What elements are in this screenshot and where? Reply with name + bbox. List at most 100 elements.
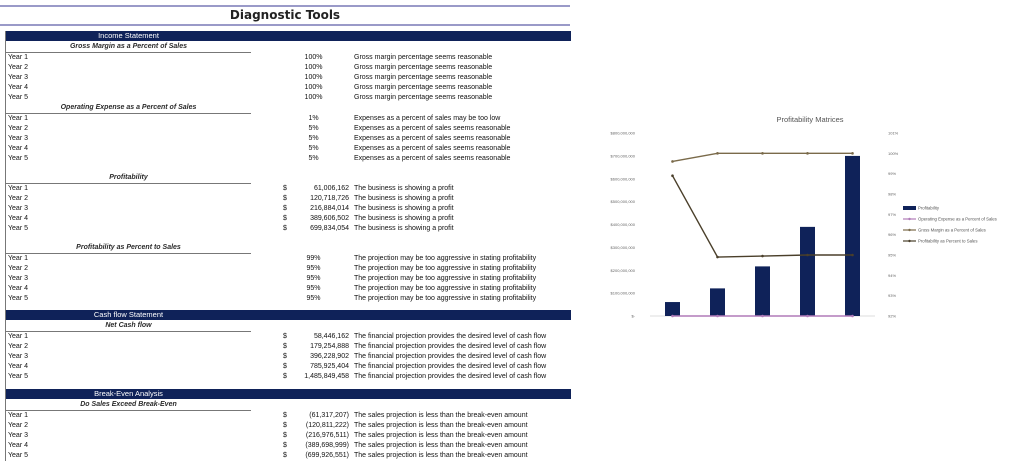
group-underline [6,331,251,332]
row-finding: The projection may be too aggressive in … [354,265,537,272]
row-label: Year 1 [8,255,28,262]
line-point [716,152,719,155]
row-finding: Expenses as a percent of sales may be to… [354,115,501,122]
row-value: 1% [308,115,319,122]
y-right-tick-label: 98% [888,192,896,197]
group-underline [6,410,251,411]
group-underline [6,253,251,254]
currency-symbol: $ [283,422,287,429]
row-finding: The projection may be too aggressive in … [354,295,537,302]
header-findings: Findings [42,330,72,339]
row-finding: The business is showing a profit [354,185,454,192]
header-label: Cash flow Statement [93,310,164,319]
section-header: Cash flow Statement Value Findings [6,310,571,339]
row-label: Year 4 [8,363,28,370]
line-point [806,152,809,155]
title-rule-bottom [0,24,570,26]
bar-profitability [665,302,680,316]
legend-marker [908,217,911,221]
y-right-tick-label: 97% [888,212,896,217]
table-row: Year 4 5% Expenses as a percent of sales s… [6,144,571,154]
row-value: 95% [306,295,321,302]
table-row: Year 1 99% The projection may be too aggre… [6,254,571,264]
table-row: Year 1 100% Gross margin percentage seems … [6,53,571,63]
row-finding: The business is showing a profit [354,205,454,212]
row-value: 699,834,054 [310,225,349,232]
line-point [851,152,854,155]
y-left-tick-label: $800,000,000 [611,131,636,136]
row-value: 1,485,849,458 [304,373,349,380]
row-label: Year 3 [8,432,28,439]
row-value: 95% [306,285,321,292]
y-left-tick-label: $500,000,000 [611,199,636,204]
legend-label: Profitability [918,206,940,211]
row-label: Year 2 [8,343,28,350]
table-row: Year 3 $396,228,902 The financial projecti… [6,352,571,362]
group-title: Operating Expense as a Percent of Sales [6,103,571,114]
legend-swatch [903,206,916,210]
row-finding: The sales projection is less than the br… [354,442,528,449]
currency-symbol: $ [283,363,287,370]
table-row: Year 4 $785,925,404 The financial projecti… [6,362,571,372]
bar-profitability [755,266,770,316]
row-finding: The sales projection is less than the br… [354,432,528,439]
header-value: Value [24,41,43,50]
table-row: Year 3 $ (216,976,511) The sales projection… [6,431,571,441]
title-rule-top [0,5,570,7]
currency-symbol: $ [283,205,287,212]
row-finding: Gross margin percentage seems reasonable [354,94,493,101]
row-value: 58,446,162 [313,333,349,340]
row-finding: The sales projection is less than the br… [354,452,528,459]
row-finding: The financial projection provides the de… [354,333,547,340]
row-value: 785,925,404 [310,363,349,370]
table-row: Year 1 1% Expenses as a percent of sales m… [6,114,571,124]
header-label: Income Statement [98,31,159,40]
legend-label: Gross Margin as a Percent of Sales [918,228,986,233]
row-label: Year 1 [8,412,28,419]
currency-symbol: $ [283,195,287,202]
table-row: Year 3 5% Expenses as a percent of sales s… [6,134,571,144]
header-value: Value [24,399,43,408]
currency-symbol: $ [283,225,287,232]
table-row: Year 1 $61,006,162 The business is showing… [6,184,571,194]
chart-title: Profitability Matrices [776,115,843,124]
row-finding: Gross margin percentage seems reasonable [354,54,493,61]
row-finding: The business is showing a profit [354,215,454,222]
table-row: Year 2 5% Expenses as a percent of sales s… [6,124,571,134]
row-finding: The projection may be too aggressive in … [354,275,537,282]
line-point [716,314,719,318]
row-value: 120,718,726 [310,195,349,202]
row-finding: The financial projection provides the de… [354,353,547,360]
group-title-text: Net Cash flow [105,322,152,329]
table-row: Year 3 $216,884,014 The business is showin… [6,204,571,214]
table-row: Year 4 $ (389,698,999) The sales projection… [6,441,571,451]
row-label: Year 5 [8,295,28,302]
row-value: (216,976,511) [305,432,349,439]
line-point [761,152,764,155]
group-title-text: Operating Expense as a Percent of Sales [60,104,197,111]
row-value: 100% [304,64,323,71]
row-value: 179,254,888 [310,343,349,350]
y-left-tick-label: $700,000,000 [611,153,636,158]
y-left-tick-label: $100,000,000 [611,291,636,296]
group-title: Profitability as Percent to Sales [6,243,571,254]
row-value: 5% [308,155,319,162]
table-row: Year 5 95% The projection may be too aggre… [6,294,571,304]
table-row: Year 1 $58,446,162 The financial projectio… [6,332,571,342]
row-label: Year 4 [8,145,28,152]
table-row: Year 5 5% Expenses as a percent of sales s… [6,154,571,164]
y-right-tick-label: 101% [888,131,899,136]
row-value: (389,698,999) [305,442,349,449]
row-finding: The projection may be too aggressive in … [354,285,537,292]
row-label: Year 3 [8,74,28,81]
header-findings: Findings [42,409,72,418]
table-row: Year 2 $179,254,888 The financial projecti… [6,342,571,352]
table-row: Year 5 $ (699,926,551) The sales projection… [6,451,571,461]
row-label: Year 2 [8,422,28,429]
row-label: Year 1 [8,333,28,340]
y-right-tick-label: 99% [888,171,896,176]
row-value: 99% [306,255,321,262]
table-row: Year 2 100% Gross margin percentage seems … [6,63,571,73]
y-right-tick-label: 94% [888,273,896,278]
table-row: Year 4 95% The projection may be too aggre… [6,284,571,294]
